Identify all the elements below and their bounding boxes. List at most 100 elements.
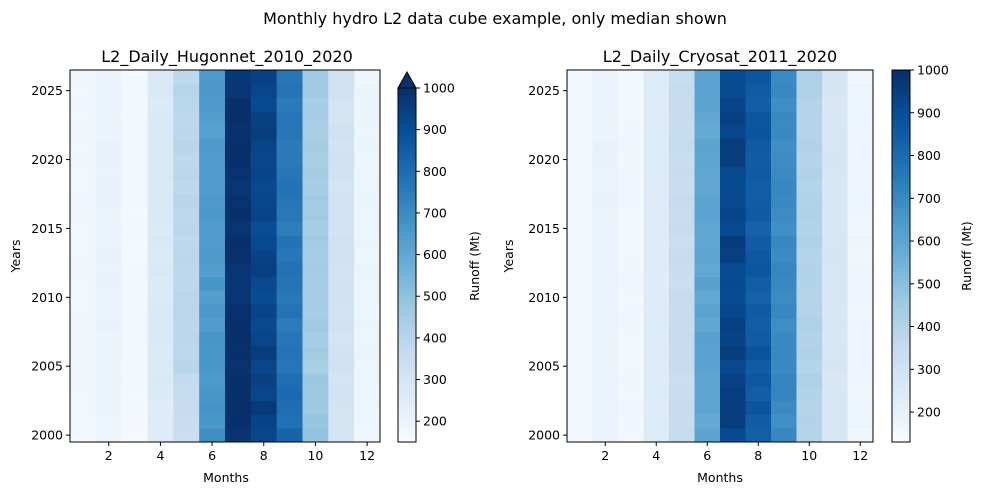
heatmap-cell — [354, 83, 381, 98]
heatmap-cell — [225, 318, 252, 333]
heatmap-cell — [847, 194, 874, 209]
heatmap-cell — [173, 125, 200, 140]
heatmap-cell — [771, 207, 797, 222]
heatmap-cell — [643, 318, 670, 333]
heatmap-cell — [669, 97, 695, 112]
figure-suptitle: Monthly hydro L2 data cube example, only… — [263, 9, 727, 28]
heatmap-cell — [592, 304, 619, 319]
colorbar-gradient-step — [398, 412, 416, 416]
colorbar-gradient-step — [398, 129, 416, 133]
y-tick-label: 2025 — [528, 83, 560, 98]
colorbar-gradient-step — [398, 385, 416, 390]
heatmap-cell — [70, 221, 97, 236]
heatmap-cell — [567, 414, 593, 429]
colorbar-gradient-step — [892, 218, 910, 223]
colorbar-gradient-step — [892, 280, 910, 285]
heatmap-cell — [199, 207, 226, 222]
colorbar-gradient-step — [398, 206, 416, 210]
colorbar-gradient-step — [892, 150, 910, 155]
heatmap-cell — [276, 331, 303, 346]
heatmap-cell — [70, 125, 97, 140]
heatmap-cell — [771, 428, 797, 443]
heatmap-cell — [147, 166, 174, 181]
heatmap-cell — [354, 345, 381, 360]
x-tick-label: 2 — [601, 448, 609, 463]
heatmap-cell — [302, 428, 329, 443]
heatmap-cell — [121, 166, 148, 181]
heatmap-cell — [225, 180, 252, 195]
heatmap-cell — [720, 83, 746, 98]
heatmap-cell — [567, 111, 593, 126]
heatmap-cell — [250, 304, 277, 319]
heatmap-cell — [95, 290, 122, 305]
x-tick-label: 12 — [359, 448, 375, 463]
heatmap-cell — [147, 276, 174, 291]
heatmap-cell — [354, 304, 381, 319]
heatmap-cell — [592, 97, 619, 112]
heatmap-cell — [302, 359, 329, 374]
colorbar-gradient-step — [398, 244, 416, 248]
heatmap-cell — [618, 83, 644, 98]
heatmap-cell — [618, 97, 644, 112]
heatmap-cell — [567, 400, 593, 415]
heatmap-cell — [276, 111, 303, 126]
heatmap-cell — [847, 345, 874, 360]
colorbar-gradient-step — [398, 270, 416, 275]
heatmap-cell — [796, 83, 823, 98]
colorbar-gradient-step — [398, 294, 416, 298]
heatmap-cell — [796, 207, 823, 222]
heatmap-cell — [567, 304, 593, 319]
heatmap-cell — [796, 304, 823, 319]
colorbar-gradient-step — [892, 163, 910, 167]
heatmap-cell — [354, 386, 381, 401]
heatmap-cell — [354, 235, 381, 250]
heatmap-cell — [121, 359, 148, 374]
heatmap-cell — [225, 276, 252, 291]
colorbar-tick-label: 600 — [917, 234, 941, 249]
colorbar-gradient-step — [892, 70, 910, 74]
heatmap-cell — [771, 138, 797, 153]
heatmap-cell — [225, 373, 252, 388]
heatmap-cell — [328, 180, 355, 195]
heatmap-cell — [643, 70, 670, 85]
heatmap-cell — [173, 138, 200, 153]
heatmap-cell — [796, 180, 823, 195]
heatmap-cell — [847, 318, 874, 333]
colorbar-gradient-step — [892, 361, 910, 365]
colorbar-gradient-step — [892, 420, 910, 424]
heatmap-cell — [669, 249, 695, 264]
colorbar-gradient-step — [892, 386, 910, 390]
heatmap-cell — [70, 207, 97, 222]
heatmap-cell — [302, 386, 329, 401]
colorbar-gradient-step — [398, 188, 416, 192]
heatmap-cell — [250, 414, 277, 429]
heatmap-cell — [95, 221, 122, 236]
colorbar-gradient-step — [398, 436, 416, 440]
heatmap-cell — [720, 400, 746, 415]
heatmap-cell — [95, 152, 122, 167]
colorbar-gradient-step — [398, 300, 416, 304]
colorbar-gradient-step — [892, 370, 910, 375]
heatmap-cell — [796, 276, 823, 291]
y-axis-label: Years — [8, 240, 23, 274]
colorbar-gradient-step — [398, 152, 416, 157]
heatmap-cell — [669, 70, 695, 85]
heatmap-cell — [276, 221, 303, 236]
heatmap-cell — [302, 221, 329, 236]
heatmap-cell — [225, 235, 252, 250]
colorbar-gradient-step — [892, 181, 910, 186]
heatmap-cell — [694, 386, 721, 401]
heatmap-cell — [225, 125, 252, 140]
heatmap-cell — [276, 386, 303, 401]
heatmap-cell — [199, 97, 226, 112]
colorbar-gradient-step — [892, 256, 910, 260]
heatmap-cell — [694, 249, 721, 264]
heatmap-cell — [121, 152, 148, 167]
heatmap-cell — [121, 83, 148, 98]
heatmap-cell — [567, 194, 593, 209]
heatmap-cell — [328, 359, 355, 374]
heatmap-cell — [70, 359, 97, 374]
colorbar-gradient-step — [398, 141, 416, 145]
heatmap-cell — [70, 414, 97, 429]
heatmap-cell — [250, 428, 277, 443]
